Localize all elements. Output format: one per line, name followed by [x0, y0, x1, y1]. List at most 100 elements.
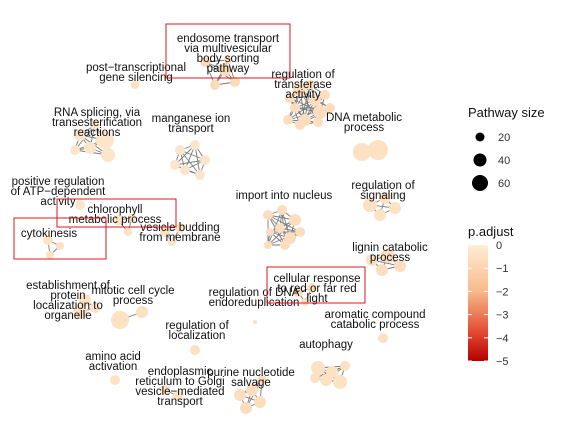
- pathway-node: [381, 249, 395, 263]
- pathway-node: [289, 214, 301, 226]
- color-tick-label: −4: [496, 333, 509, 345]
- pathway-node: [309, 94, 321, 106]
- pathway-node: [160, 227, 170, 237]
- pathway-node: [90, 120, 100, 130]
- size-legend-label-40: 40: [498, 155, 510, 167]
- cluster-label: lignin catabolic process: [352, 242, 428, 264]
- cluster-label: cytokinesis: [21, 228, 77, 240]
- pathway-node: [254, 396, 266, 408]
- pathway-node: [190, 140, 200, 150]
- pathway-node: [275, 223, 285, 233]
- pathway-node: [305, 80, 315, 90]
- pathway-node: [43, 235, 53, 245]
- cluster-label: regulation of DNA endoreduplication: [209, 287, 300, 309]
- highlight-boxes: [13, 23, 366, 304]
- pathway-node: [253, 320, 257, 324]
- highlight-box: [266, 266, 366, 304]
- cluster-label: post−transcriptional gene silencing: [86, 62, 186, 84]
- pathway-node: [378, 333, 388, 343]
- pathway-node: [74, 129, 86, 141]
- color-tick-label: −3: [496, 310, 509, 322]
- pathway-node: [368, 140, 388, 160]
- cluster-label: mitotic cell cycle process: [91, 285, 174, 307]
- pathway-node: [110, 375, 120, 385]
- size-legend-dot-medium: [473, 153, 487, 167]
- pathway-node: [230, 77, 240, 87]
- pathway-node: [190, 345, 200, 355]
- cluster-label: positive regulation of ATP−dependent activ…: [11, 176, 107, 208]
- pathway-node: [313, 105, 327, 119]
- pathway-node: [363, 198, 377, 212]
- size-legend-dot-small: [475, 132, 485, 142]
- pathway-node: [56, 242, 64, 250]
- cluster-label: purine nucleotide salvage: [207, 367, 295, 389]
- cluster-label: RNA splicing, via transesterification reac…: [52, 107, 142, 139]
- edge: [267, 231, 301, 246]
- pathway-node: [374, 209, 386, 221]
- pathway-node: [264, 241, 272, 249]
- highlight-box: [56, 198, 177, 228]
- pathway-node: [283, 115, 293, 125]
- pathway-node: [90, 303, 100, 313]
- pathway-node: [257, 375, 267, 385]
- cluster-label: establishment of protein localization to or…: [26, 280, 111, 322]
- pathway-node: [210, 80, 220, 90]
- pathway-node: [277, 205, 287, 215]
- pathway-node: [310, 373, 320, 383]
- pathway-node: [240, 402, 252, 414]
- pathway-node: [131, 81, 139, 89]
- cluster-label: regulation of signaling: [351, 180, 415, 202]
- color-legend: p.adjust 0 −1 −2 −3 −4 −5: [468, 224, 514, 368]
- pathway-node: [333, 375, 347, 389]
- pathway-node: [75, 200, 85, 210]
- color-tick-label: −1: [496, 263, 509, 275]
- pathway-node: [224, 56, 232, 64]
- pathway-node: [46, 251, 54, 259]
- pathway-node: [200, 57, 210, 67]
- pathway-node: [173, 391, 183, 401]
- pathway-node: [311, 361, 325, 375]
- highlight-box: [13, 217, 107, 260]
- pathway-node: [70, 145, 80, 155]
- pathway-node: [124, 228, 132, 236]
- pathway-node: [168, 238, 176, 246]
- pathway-node: [394, 260, 406, 272]
- pathway-node: [320, 374, 332, 386]
- color-tick-label: −2: [496, 286, 509, 298]
- pathway-node: [376, 264, 388, 276]
- pathway-node: [73, 305, 87, 319]
- pathway-node: [295, 120, 305, 130]
- pathway-node: [280, 240, 290, 250]
- pathway-node: [195, 170, 205, 180]
- pathway-node: [96, 131, 114, 149]
- color-legend-title: p.adjust: [468, 224, 514, 239]
- pathway-node: [307, 283, 317, 293]
- pathway-node: [266, 228, 274, 236]
- pathway-node: [313, 117, 323, 127]
- pathway-node: [200, 155, 210, 165]
- cluster-label: chlorophyll metabolic process: [69, 204, 162, 226]
- cluster-label: import into nucleus: [236, 190, 333, 202]
- pathway-node: [101, 148, 115, 162]
- pathway-node: [180, 165, 190, 175]
- size-legend: Pathway size 20 40 60: [468, 105, 545, 191]
- cluster-label: regulation of localization: [165, 320, 229, 342]
- size-legend-dot-large: [472, 175, 488, 191]
- pathway-node: [295, 227, 305, 237]
- pathway-node: [136, 306, 148, 318]
- cluster-labels: endosome transport via multivesicular body…: [11, 33, 428, 408]
- network-nodes: [43, 56, 406, 414]
- pathway-node: [325, 103, 335, 113]
- pathway-node: [389, 202, 401, 214]
- pathway-node: [263, 210, 273, 220]
- pathway-node: [293, 287, 303, 297]
- pathway-node: [320, 90, 330, 100]
- pathway-node: [175, 223, 185, 233]
- pathway-node: [246, 384, 258, 396]
- color-legend-bar: [468, 245, 488, 361]
- pathway-node: [293, 83, 307, 97]
- pathway-node: [84, 142, 96, 154]
- pathway-node: [170, 160, 180, 170]
- cluster-label: manganese ion transport: [152, 113, 231, 135]
